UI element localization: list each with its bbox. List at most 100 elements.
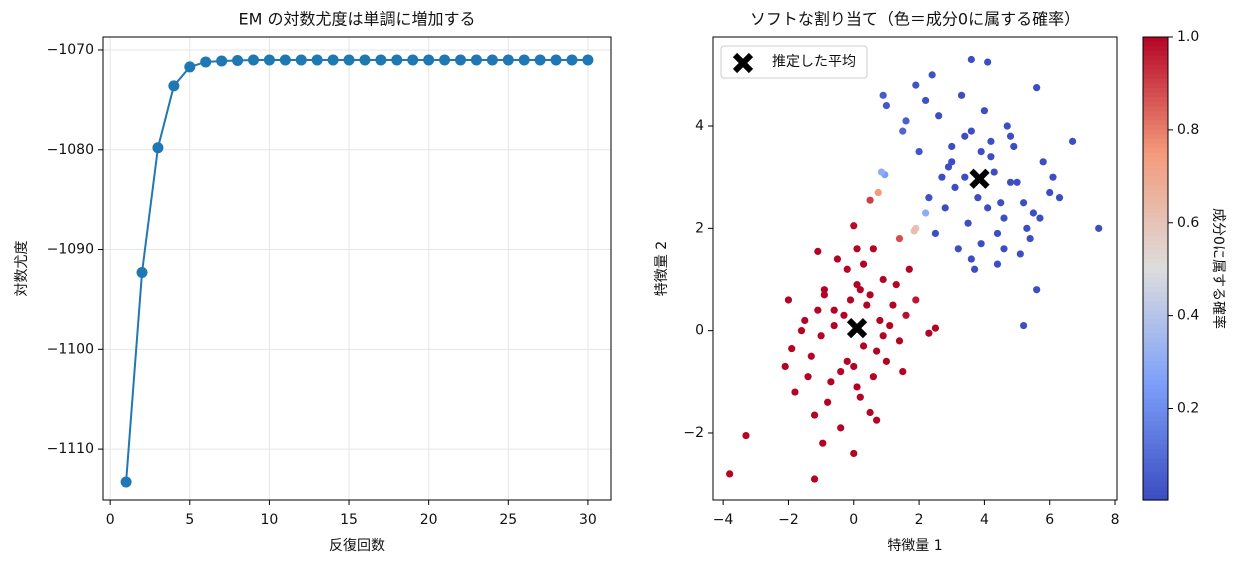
data-point [1006, 132, 1015, 140]
data-point [120, 476, 132, 488]
data-point [902, 311, 910, 319]
colorbar-segment [1143, 175, 1168, 182]
data-point [817, 332, 825, 340]
data-point [905, 265, 913, 273]
data-point [534, 54, 546, 66]
data-point [877, 168, 886, 176]
colorbar-segment [1143, 398, 1168, 404]
colorbar-segment [1143, 231, 1168, 237]
colorbar-segment [1143, 337, 1168, 344]
colorbar-segment [1143, 203, 1168, 209]
data-point [915, 147, 923, 156]
data-point [843, 265, 851, 273]
mean-marker [969, 168, 990, 189]
data-point [1013, 178, 1021, 186]
data-point [833, 255, 842, 263]
colorbar-segment [1143, 37, 1168, 43]
x-tick-label: 5 [185, 512, 194, 528]
colorbar-segment [1143, 166, 1168, 172]
data-point [486, 54, 498, 66]
data-point [295, 54, 307, 66]
colorbar-segment [1143, 129, 1168, 135]
data-point [232, 54, 244, 66]
data-point [1026, 234, 1034, 243]
colorbar-segment [1143, 245, 1168, 251]
data-point [804, 373, 812, 381]
data-point [814, 247, 822, 255]
data-point [899, 127, 907, 135]
data-point [136, 266, 148, 278]
colorbar-segment [1143, 370, 1168, 376]
x-tick-label: 4 [980, 512, 989, 528]
x-tick-label: 20 [420, 512, 438, 528]
data-point [876, 316, 884, 325]
data-point [1033, 286, 1041, 294]
data-point [830, 321, 838, 330]
colorbar-segment [1143, 55, 1168, 61]
y-tick-label: 4 [695, 118, 704, 134]
colorbar-segment [1143, 199, 1168, 205]
data-point [582, 54, 594, 66]
colorbar-segment [1143, 143, 1168, 149]
x-axis-label: 特徴量 1 [887, 538, 942, 554]
data-point [967, 255, 975, 263]
colorbar-segment [1143, 333, 1168, 339]
x-tick-label: 10 [260, 512, 278, 528]
colorbar-segment [1143, 481, 1168, 487]
data-point [866, 196, 874, 204]
data-point [407, 54, 419, 66]
data-point [922, 96, 930, 105]
data-point [423, 54, 435, 66]
data-point [873, 347, 881, 355]
data-point [912, 81, 920, 89]
data-point [807, 352, 815, 360]
data-point [850, 222, 858, 230]
data-point [742, 431, 750, 440]
data-point [997, 199, 1005, 207]
data-point [850, 449, 858, 458]
data-point [984, 204, 992, 212]
data-point [853, 383, 861, 391]
colorbar-segment [1143, 64, 1168, 71]
colorbar-segment [1143, 138, 1168, 145]
colorbar-segment [1143, 300, 1168, 307]
data-point [925, 194, 933, 202]
data-point [824, 398, 832, 406]
data-point [797, 327, 806, 335]
data-point [263, 54, 275, 66]
data-point [895, 234, 904, 243]
data-point [327, 54, 339, 66]
colorbar-tick-label: 0.2 [1177, 401, 1199, 417]
data-point [990, 168, 998, 176]
data-point [941, 204, 949, 212]
data-point [1023, 224, 1031, 232]
colorbar-segment [1143, 120, 1168, 126]
y-axis-label: 対数尤度 [14, 241, 30, 297]
data-point [856, 286, 864, 294]
data-point [902, 117, 910, 125]
data-point [954, 245, 962, 253]
colorbar-segment [1143, 287, 1168, 293]
data-point [987, 137, 995, 145]
data-point [925, 329, 933, 337]
data-point [791, 388, 799, 396]
x-tick-label: 30 [579, 512, 597, 528]
colorbar-segment [1143, 185, 1168, 191]
data-point [502, 54, 514, 66]
data-point [967, 127, 975, 135]
colorbar-segment [1143, 92, 1168, 98]
colorbar-segment [1143, 268, 1168, 274]
data-point [247, 54, 259, 66]
y-tick-label: −1100 [47, 341, 94, 357]
colorbar-segment [1143, 416, 1168, 422]
colorbar-segment [1143, 462, 1168, 469]
data-point [935, 112, 943, 120]
data-point [1036, 214, 1044, 222]
x-tick-label: 0 [106, 512, 115, 528]
data-point [1000, 245, 1008, 253]
data-point [993, 229, 1002, 238]
colorbar-segment [1143, 444, 1168, 450]
colorbar-segment [1143, 347, 1168, 353]
colorbar-segment [1143, 41, 1168, 47]
